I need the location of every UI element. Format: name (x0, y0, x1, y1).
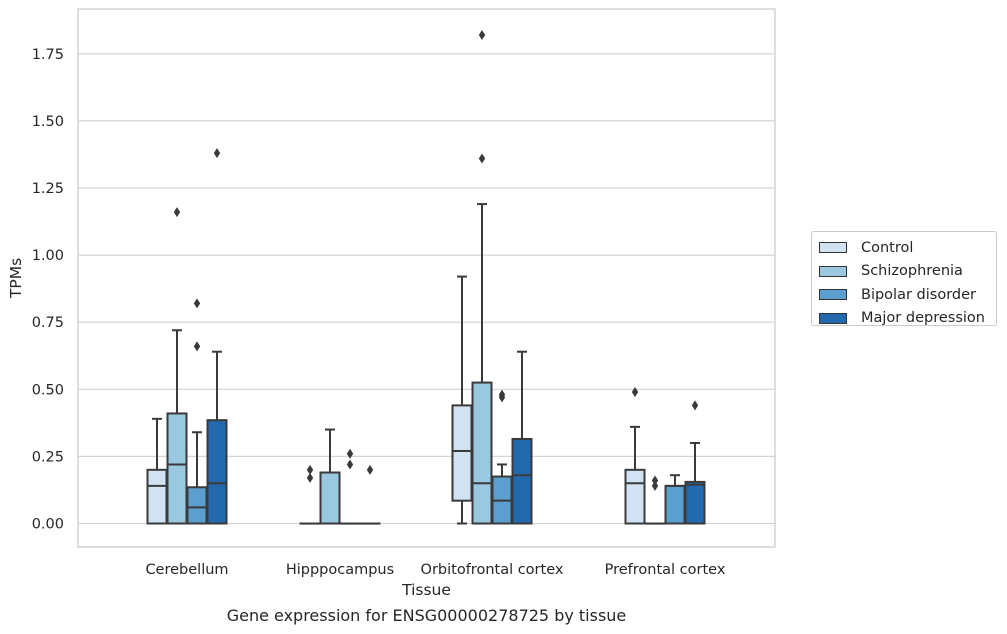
x-axis-label: Tissue (401, 581, 451, 599)
legend-item: Bipolar disorder (819, 283, 996, 307)
grid-lines (78, 53, 775, 525)
y-tick-label: 1.50 (32, 114, 64, 130)
box (684, 480, 706, 525)
plot-frame (77, 8, 776, 548)
box (146, 468, 168, 525)
box (624, 468, 646, 525)
y-tick-label: 1.00 (32, 248, 64, 264)
outlier-point (173, 207, 181, 218)
legend-swatch (819, 289, 847, 301)
y-tick-label: 0.00 (32, 517, 64, 533)
y-tick-label: 1.75 (32, 47, 64, 63)
outlier-point (213, 148, 221, 159)
box (471, 381, 493, 525)
legend-item: Schizophrenia (819, 260, 996, 284)
legend-swatch (819, 312, 847, 324)
legend-label: Control (861, 239, 914, 256)
y-tick-label: 0.75 (32, 315, 64, 331)
outlier-point (498, 389, 506, 400)
y-tick-label: 1.25 (32, 181, 64, 197)
y-tick-label: 0.50 (32, 382, 64, 398)
legend: Control Schizophrenia Bipolar disorder Majo… (811, 231, 997, 326)
outlier-point (366, 464, 374, 475)
x-tick-label: Prefrontal cortex (605, 562, 726, 578)
outlier-point (306, 464, 314, 475)
outlier-point (651, 480, 659, 491)
outlier-point (346, 448, 354, 459)
y-tick-labels: 0.00 0.25 0.50 0.75 1.00 1.25 1.50 1.75 (32, 47, 64, 533)
box (206, 419, 228, 525)
box (166, 412, 188, 525)
box (511, 437, 533, 525)
outlier-point (651, 475, 659, 486)
legend-swatch (819, 265, 847, 277)
legend-swatch (819, 242, 847, 254)
legend-label: Major depression (861, 310, 985, 327)
legend-label: Bipolar disorder (861, 286, 976, 303)
x-tick-label: Hipppocampus (286, 562, 394, 578)
outlier-point (691, 400, 699, 411)
outlier-point (193, 341, 201, 352)
legend-item: Control (819, 236, 996, 260)
figure-caption: Gene expression for ENSG00000278725 by t… (226, 606, 627, 625)
outlier-point (478, 30, 486, 41)
outlier-point (478, 153, 486, 164)
box-series (146, 30, 706, 525)
legend-item: Major depression (819, 307, 996, 331)
x-tick-label: Orbitofrontal cortex (421, 562, 564, 578)
outlier-point (346, 459, 354, 470)
outlier-point (306, 472, 314, 483)
y-tick-label: 0.25 (32, 449, 64, 465)
outlier-point (631, 386, 639, 397)
outlier-point (193, 298, 201, 309)
y-axis-label: TPMs (7, 258, 25, 299)
box (664, 484, 686, 525)
box (451, 404, 473, 502)
legend-label: Schizophrenia (861, 263, 963, 280)
box (186, 486, 208, 525)
x-tick-label: Cerebellum (145, 562, 228, 578)
x-tick-labels: Cerebellum Hipppocampus Orbitofrontal cort… (145, 562, 725, 578)
box (319, 471, 341, 525)
